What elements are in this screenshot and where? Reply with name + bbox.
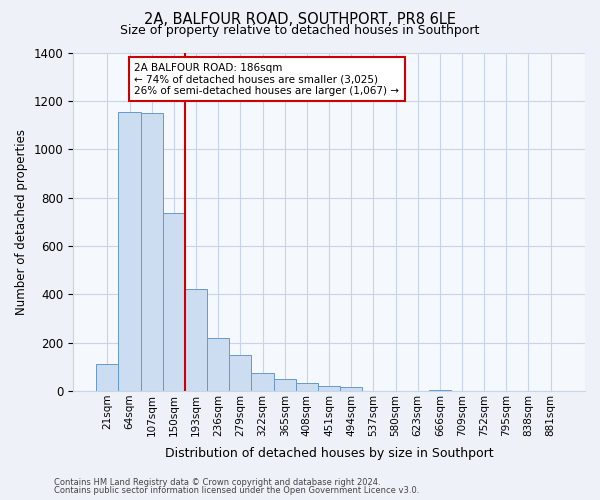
Text: 2A BALFOUR ROAD: 186sqm
← 74% of detached houses are smaller (3,025)
26% of semi: 2A BALFOUR ROAD: 186sqm ← 74% of detache… (134, 62, 400, 96)
Bar (229, 354, 251, 391)
Bar (274, 379, 296, 391)
Bar (96, 364, 118, 391)
Bar (318, 386, 340, 391)
Bar (251, 373, 274, 391)
X-axis label: Distribution of detached houses by size in Southport: Distribution of detached houses by size … (165, 447, 493, 460)
Text: Contains HM Land Registry data © Crown copyright and database right 2024.: Contains HM Land Registry data © Crown c… (54, 478, 380, 487)
Text: Contains public sector information licensed under the Open Government Licence v3: Contains public sector information licen… (54, 486, 419, 495)
Bar (163, 214, 185, 391)
Text: 2A, BALFOUR ROAD, SOUTHPORT, PR8 6LE: 2A, BALFOUR ROAD, SOUTHPORT, PR8 6LE (144, 12, 456, 28)
Text: Size of property relative to detached houses in Southport: Size of property relative to detached ho… (121, 24, 479, 37)
Bar (340, 388, 362, 391)
Bar (429, 390, 451, 391)
Bar (185, 290, 207, 391)
Bar (118, 112, 140, 391)
Bar (296, 382, 318, 391)
Bar (140, 113, 163, 391)
Y-axis label: Number of detached properties: Number of detached properties (15, 128, 28, 314)
Bar (207, 338, 229, 391)
